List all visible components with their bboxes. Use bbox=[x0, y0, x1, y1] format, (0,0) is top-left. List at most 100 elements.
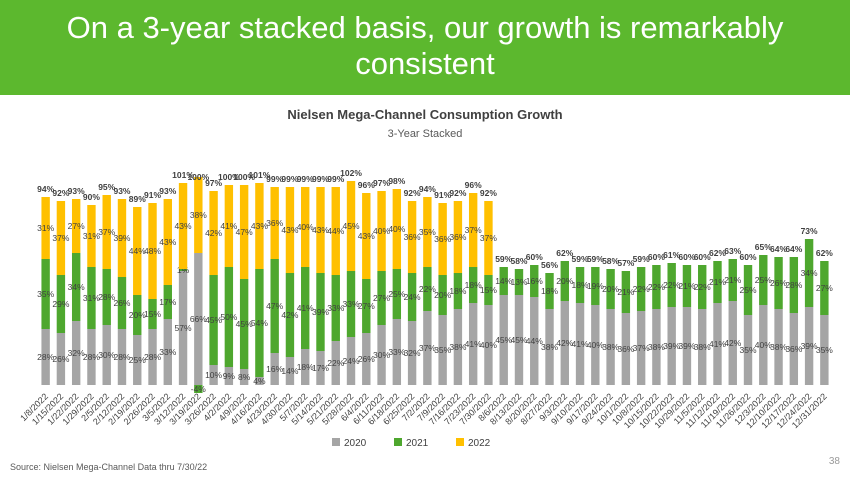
total-label: 89% bbox=[129, 194, 146, 204]
title-banner: On a 3-year stacked basis, our growth is… bbox=[0, 0, 850, 95]
bar-segment bbox=[407, 201, 417, 273]
bar-segment bbox=[514, 295, 524, 385]
bar-segment bbox=[87, 329, 96, 385]
total-label: 60% bbox=[694, 252, 711, 262]
data-label: 40% bbox=[755, 340, 772, 350]
data-label: 32% bbox=[404, 348, 421, 358]
data-label: 9% bbox=[223, 371, 236, 381]
data-label: 15% bbox=[480, 285, 497, 295]
bar-segment bbox=[148, 329, 157, 385]
data-label: 22% bbox=[327, 358, 344, 368]
bar-segment bbox=[575, 303, 585, 385]
bar-segment bbox=[682, 307, 692, 385]
data-label: 41% bbox=[465, 339, 482, 349]
bar-segment bbox=[438, 315, 447, 385]
data-label: 16% bbox=[266, 364, 283, 374]
bar-segment bbox=[133, 207, 142, 295]
data-label: 28% bbox=[113, 352, 130, 362]
bar-segment bbox=[71, 321, 81, 385]
data-label: 38% bbox=[190, 210, 207, 220]
bar-segment bbox=[194, 385, 203, 393]
chart-title: Nielsen Mega-Channel Consumption Growth bbox=[287, 107, 562, 122]
total-label: 57% bbox=[617, 258, 634, 268]
total-label: 96% bbox=[465, 180, 482, 190]
bar-segment bbox=[301, 267, 310, 349]
data-label: 39% bbox=[663, 341, 680, 351]
data-label: 28% bbox=[37, 352, 54, 362]
total-label: 93% bbox=[68, 186, 85, 196]
total-label: 62% bbox=[556, 248, 573, 258]
bar-segment bbox=[652, 265, 661, 309]
bar-segment bbox=[575, 267, 585, 303]
total-label: 59% bbox=[495, 254, 512, 264]
bar-segment bbox=[438, 275, 447, 315]
bar-segment bbox=[56, 333, 66, 385]
total-label: 59% bbox=[633, 254, 650, 264]
bar-segment bbox=[438, 203, 447, 275]
total-label: 99% bbox=[297, 174, 314, 184]
data-label: 47% bbox=[266, 301, 283, 311]
bar-segment bbox=[698, 265, 707, 309]
data-label: 36% bbox=[617, 344, 634, 354]
bar-segment bbox=[194, 177, 203, 253]
bar-segment bbox=[178, 269, 188, 271]
data-label: 22% bbox=[633, 284, 650, 294]
bar-segment bbox=[71, 253, 81, 321]
data-label: 40% bbox=[587, 340, 604, 350]
bar-segment bbox=[392, 319, 402, 385]
total-label: 102% bbox=[340, 168, 362, 178]
total-label: 97% bbox=[205, 178, 222, 188]
total-label: 63% bbox=[724, 246, 741, 256]
data-label: 25% bbox=[740, 285, 757, 295]
bar-segment bbox=[743, 265, 753, 315]
bar-segment bbox=[484, 201, 493, 275]
bar-segment bbox=[743, 315, 753, 385]
bar-segment bbox=[759, 255, 768, 305]
data-label: 26% bbox=[770, 278, 787, 288]
bar-segment bbox=[239, 369, 249, 385]
bar-segment bbox=[820, 261, 829, 315]
bar-segment bbox=[133, 295, 142, 335]
data-label: 27% bbox=[816, 283, 833, 293]
page-number: 38 bbox=[829, 456, 841, 467]
data-label: 40% bbox=[297, 222, 314, 232]
total-label: 73% bbox=[801, 226, 818, 236]
total-label: 96% bbox=[358, 180, 375, 190]
data-label: 33% bbox=[327, 303, 344, 313]
bar-segment bbox=[423, 267, 432, 311]
total-label: 91% bbox=[434, 190, 451, 200]
bar-segment bbox=[102, 269, 111, 325]
data-label: 25% bbox=[755, 275, 772, 285]
total-label: 64% bbox=[770, 244, 787, 254]
data-label: 28% bbox=[785, 280, 802, 290]
bar-segment bbox=[560, 261, 569, 301]
bar-segment bbox=[789, 313, 799, 385]
total-label: 98% bbox=[388, 176, 405, 186]
bar-segment bbox=[41, 197, 50, 259]
bar-segment bbox=[346, 337, 356, 385]
bar-segment bbox=[484, 305, 493, 385]
bar-segment bbox=[41, 329, 50, 385]
data-label: 26% bbox=[358, 354, 375, 364]
data-label: 28% bbox=[144, 352, 161, 362]
bar-segment bbox=[102, 195, 111, 269]
chart-subtitle: 3-Year Stacked bbox=[388, 128, 463, 140]
total-label: 94% bbox=[37, 184, 54, 194]
bar-segment bbox=[224, 267, 234, 367]
data-label: 45% bbox=[343, 221, 360, 231]
bar-segment bbox=[804, 239, 814, 307]
data-label: 39% bbox=[801, 341, 818, 351]
data-label: 35% bbox=[740, 345, 757, 355]
data-label: 37% bbox=[419, 343, 436, 353]
bar-segment bbox=[530, 265, 539, 297]
bar-segment bbox=[87, 205, 96, 267]
data-label: 40% bbox=[388, 224, 405, 234]
bar-segment bbox=[178, 271, 188, 385]
data-label: 41% bbox=[572, 339, 589, 349]
bar-segment bbox=[468, 267, 478, 303]
data-label: 26% bbox=[52, 354, 69, 364]
total-label: 99% bbox=[312, 174, 329, 184]
total-label: 92% bbox=[52, 188, 69, 198]
bar-segment bbox=[255, 183, 264, 269]
